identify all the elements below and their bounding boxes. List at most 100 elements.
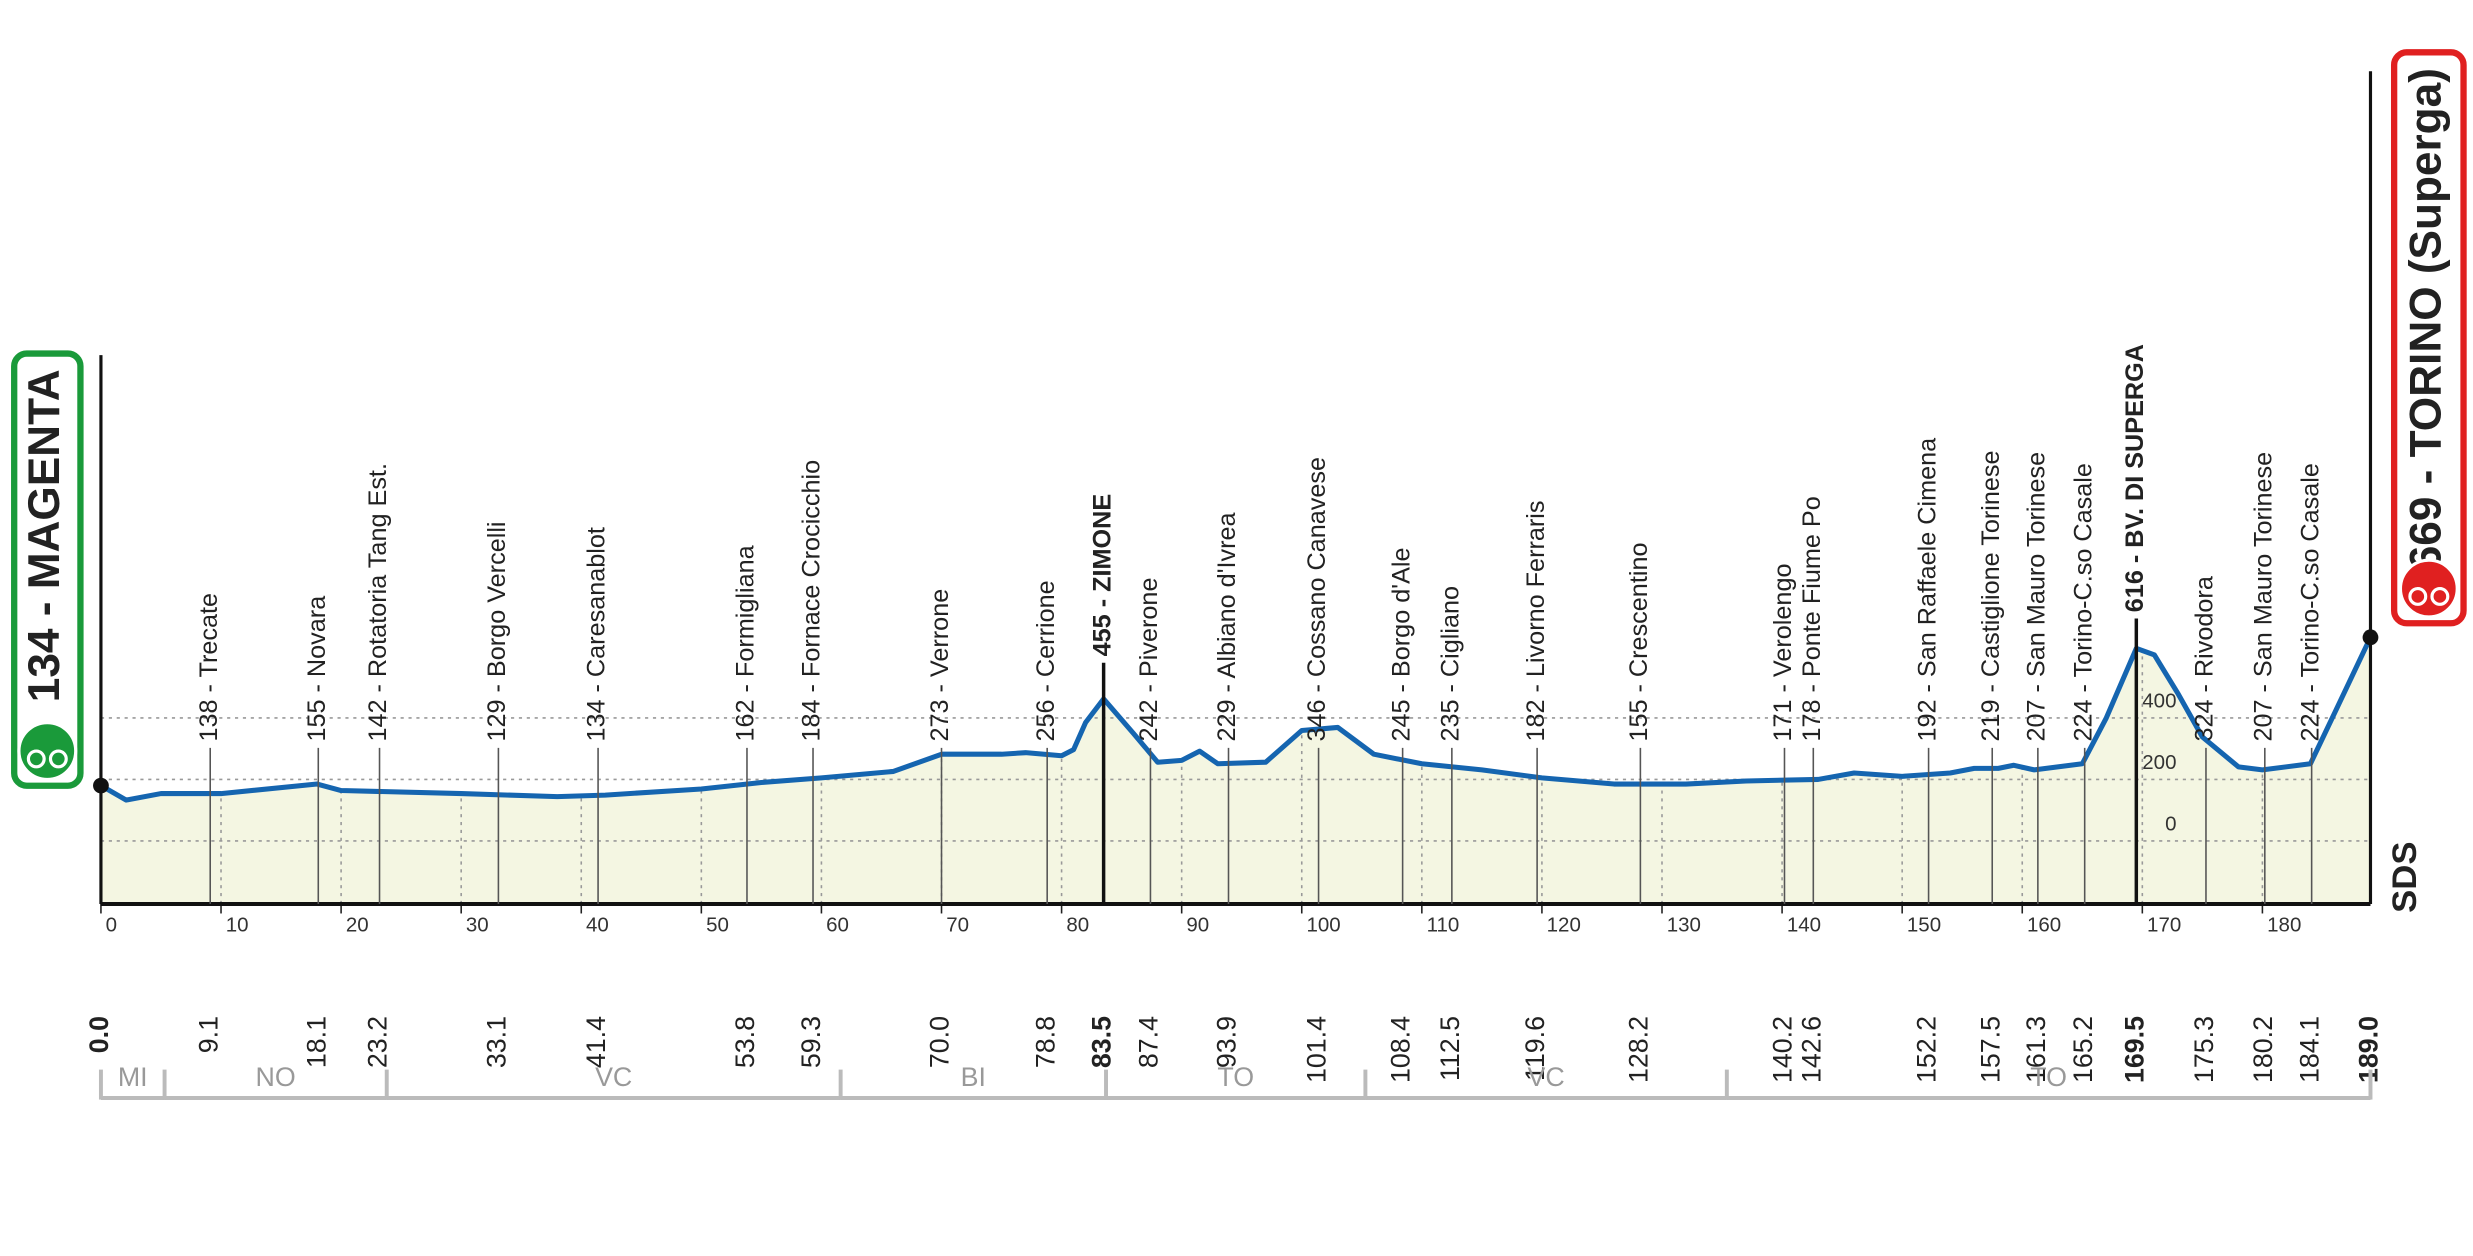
waypoint: 155 - Crescentino 128.2 bbox=[1623, 542, 1653, 1083]
km-label: 142.6 bbox=[1796, 1016, 1826, 1083]
region-label: TO bbox=[2030, 1062, 2067, 1092]
x-tick-label: 20 bbox=[346, 914, 369, 937]
waypoint: 219 - Castiglione Torinese 157.5 bbox=[1975, 450, 2005, 1083]
waypoint: 171 - Verolengo 140.2 bbox=[1768, 563, 1798, 1083]
waypoint: 235 - Cigliano 112.5 bbox=[1435, 586, 1465, 1081]
km-label: 78.8 bbox=[1030, 1016, 1060, 1068]
waypoint: 182 - Livorno Ferraris 119.6 bbox=[1520, 500, 1550, 1081]
x-tick-label: 170 bbox=[2147, 914, 2181, 937]
km-label: 140.2 bbox=[1768, 1016, 1798, 1083]
x-tick-label: 120 bbox=[1547, 914, 1581, 937]
x-tick-label: 80 bbox=[1066, 914, 1089, 937]
km-label: 9.1 bbox=[193, 1016, 223, 1053]
waypoint: 178 - Ponte Fiume Po 142.6 bbox=[1796, 496, 1826, 1083]
x-tick-label: 150 bbox=[1907, 914, 1941, 937]
x-tick-label: 0 bbox=[106, 914, 117, 937]
x-tick-label: 10 bbox=[226, 914, 249, 937]
km-label: 93.9 bbox=[1212, 1016, 1242, 1068]
start-box bbox=[11, 350, 84, 789]
region-label: BI bbox=[961, 1062, 986, 1092]
x-tick-label: 100 bbox=[1306, 914, 1340, 937]
km-label: 152.2 bbox=[1912, 1016, 1942, 1083]
x-tick-label: 110 bbox=[1427, 914, 1460, 937]
waypoint: 129 - Borgo Vercelli 33.1 bbox=[481, 521, 511, 1068]
waypoint: 155 - Novara 18.1 bbox=[301, 595, 331, 1068]
km-label: 161.3 bbox=[2021, 1016, 2051, 1083]
start-dot bbox=[93, 777, 109, 794]
region-label: MI bbox=[118, 1062, 148, 1092]
waypoint-label: 171 - Verolengo bbox=[1769, 563, 1797, 741]
km-label: 112.5 bbox=[1435, 1016, 1465, 1081]
waypoint-label: 207 - San Mauro Torinese bbox=[2023, 452, 2051, 742]
waypoint-label: 242 - Piverone bbox=[1135, 578, 1163, 742]
region-label: VC bbox=[595, 1062, 632, 1092]
x-tick-label: 140 bbox=[1787, 914, 1821, 937]
waypoint: 245 - Borgo d'Ale 108.4 bbox=[1386, 547, 1416, 1083]
waypoint-label: 245 - Borgo d'Ale bbox=[1387, 547, 1415, 741]
waypoint-label: 155 - Crescentino bbox=[1625, 542, 1653, 741]
waypoint-label: 178 - Ponte Fiume Po bbox=[1798, 496, 1826, 741]
km-label: 101.4 bbox=[1302, 1016, 1332, 1083]
waypoint-label: 192 - San Raffaele Cimena bbox=[1913, 437, 1941, 742]
x-tick-label: 160 bbox=[2027, 914, 2061, 937]
waypoint-label: 616 - BV. DI SUPERGA bbox=[2121, 344, 2149, 612]
waypoint-label: 324 - Rivodora bbox=[2191, 575, 2219, 741]
km-label: 175.3 bbox=[2189, 1016, 2219, 1083]
waypoint: 229 - Albiano d'Ivrea 93.9 bbox=[1212, 511, 1242, 1068]
waypoint: 192 - San Raffaele Cimena 152.2 bbox=[1912, 437, 1942, 1083]
km-label: 184.1 bbox=[2295, 1016, 2325, 1083]
start-wheel bbox=[48, 749, 68, 769]
x-tick-label: 50 bbox=[706, 914, 729, 937]
km-label: 87.4 bbox=[1134, 1016, 1164, 1068]
km-label: 41.4 bbox=[581, 1016, 611, 1068]
waypoint: 207 - San Mauro Torinese 161.3 bbox=[2021, 452, 2051, 1083]
waypoint: 224 - Torino-C.so Casale 165.2 bbox=[2068, 463, 2098, 1083]
km-label: 157.5 bbox=[1975, 1016, 2005, 1083]
waypoint-label: 138 - Trecate bbox=[195, 593, 223, 742]
finish-dot bbox=[2362, 629, 2379, 646]
y-tick-label: 400 bbox=[2142, 690, 2176, 713]
waypoint-label: 224 - Torino-C.so Casale bbox=[2069, 463, 2097, 741]
profile-line bbox=[99, 636, 2373, 803]
km-label: 18.1 bbox=[301, 1016, 331, 1068]
waypoint: 134 - Caresanablot 41.4 bbox=[581, 527, 611, 1068]
waypoint-label: 182 - Livorno Ferraris bbox=[1522, 500, 1550, 741]
y-tick-label: 200 bbox=[2142, 751, 2176, 774]
waypoint: 162 - Formigliana 53.8 bbox=[730, 544, 760, 1068]
waypoint: 138 - Trecate 9.1 bbox=[193, 593, 223, 1053]
waypoint-label: 162 - Formigliana bbox=[732, 544, 760, 741]
waypoint: 256 - Cerrione 78.8 bbox=[1030, 580, 1060, 1068]
finish-icon bbox=[2398, 558, 2459, 619]
y-tick-label: 0 bbox=[2165, 813, 2176, 836]
km-label: 70.0 bbox=[925, 1016, 955, 1068]
x-tick-label: 130 bbox=[1667, 914, 1701, 937]
waypoint-label: 229 - Albiano d'Ivrea bbox=[1213, 511, 1241, 741]
x-tick-label: 180 bbox=[2267, 914, 2301, 937]
finish-box bbox=[2390, 49, 2467, 627]
km-label: 180.2 bbox=[2248, 1016, 2278, 1083]
waypoint: 273 - Verrone 70.0 bbox=[925, 589, 955, 1068]
logo: SDS bbox=[2386, 842, 2424, 913]
waypoint: 455 - ZIMONE 83.5 bbox=[1087, 494, 1117, 1068]
km-label: 59.3 bbox=[796, 1016, 826, 1068]
waypoint-label: 224 - Torino-C.so Casale bbox=[2296, 463, 2324, 741]
waypoint: 207 - San Mauro Torinese 180.2 bbox=[2248, 452, 2278, 1083]
waypoint: 346 - Cossano Canavese 101.4 bbox=[1302, 457, 1332, 1083]
waypoint-label: 273 - Verrone bbox=[926, 589, 954, 742]
start-km: 0.0 bbox=[84, 1016, 114, 1053]
finish-wheel bbox=[2430, 586, 2450, 606]
km-label: 53.8 bbox=[730, 1016, 760, 1068]
x-tick-label: 30 bbox=[466, 914, 489, 937]
waypoint: 616 - BV. DI SUPERGA 169.5 bbox=[2119, 344, 2149, 1083]
x-tick-label: 70 bbox=[946, 914, 969, 937]
waypoint-label: 184 - Fornace Crocicchio bbox=[798, 460, 826, 742]
waypoint-label: 134 - Caresanablot bbox=[583, 527, 611, 742]
waypoint-label: 129 - Borgo Vercelli bbox=[483, 521, 511, 741]
start-wheel bbox=[26, 749, 46, 769]
waypoint: 184 - Fornace Crocicchio 59.3 bbox=[796, 460, 826, 1068]
waypoint-label: 219 - Castiglione Torinese bbox=[1977, 450, 2005, 741]
km-label: 23.2 bbox=[363, 1016, 393, 1068]
waypoint: 142 - Rotatoria Tang Est. 23.2 bbox=[363, 463, 393, 1068]
